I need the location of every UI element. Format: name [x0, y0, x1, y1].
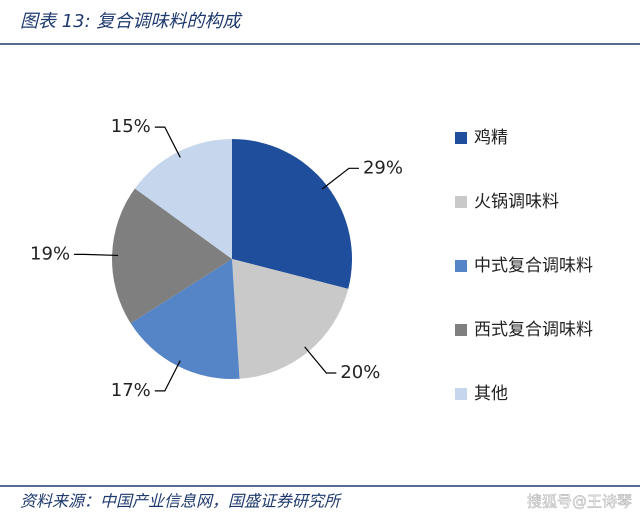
legend-swatch	[455, 388, 467, 400]
pie-slice	[111, 188, 232, 324]
data-label: 19%	[30, 243, 70, 264]
leader-line	[154, 126, 181, 158]
chart-title: 图表 13: 复合调味料的构成	[20, 11, 243, 32]
legend-swatch	[455, 260, 467, 272]
leader-line	[304, 346, 337, 374]
pie-slice	[130, 259, 240, 380]
legend-label: 西式复合调味料	[474, 320, 593, 340]
data-label: 15%	[111, 116, 151, 137]
data-label: 17%	[111, 380, 151, 401]
legend-label: 鸡精	[474, 128, 508, 148]
legend-label: 火锅调味料	[474, 192, 559, 212]
legend-label: 其他	[474, 384, 508, 404]
legend-label: 中式复合调味料	[474, 256, 593, 276]
legend-swatch	[455, 324, 467, 336]
pie-slice	[134, 139, 232, 259]
leader-line	[74, 253, 119, 257]
data-label: 20%	[340, 362, 380, 383]
legend-swatch	[455, 132, 467, 144]
pie-slice	[232, 259, 349, 379]
pie-slice	[232, 139, 352, 289]
legend-swatch	[455, 196, 467, 208]
leader-line	[154, 360, 181, 392]
data-label: 29%	[363, 157, 403, 178]
leader-line	[321, 167, 359, 190]
watermark: 搜狐号@王诗琴	[527, 493, 632, 511]
source-note: 资料来源：中国产业信息网，国盛证券研究所	[20, 492, 343, 511]
